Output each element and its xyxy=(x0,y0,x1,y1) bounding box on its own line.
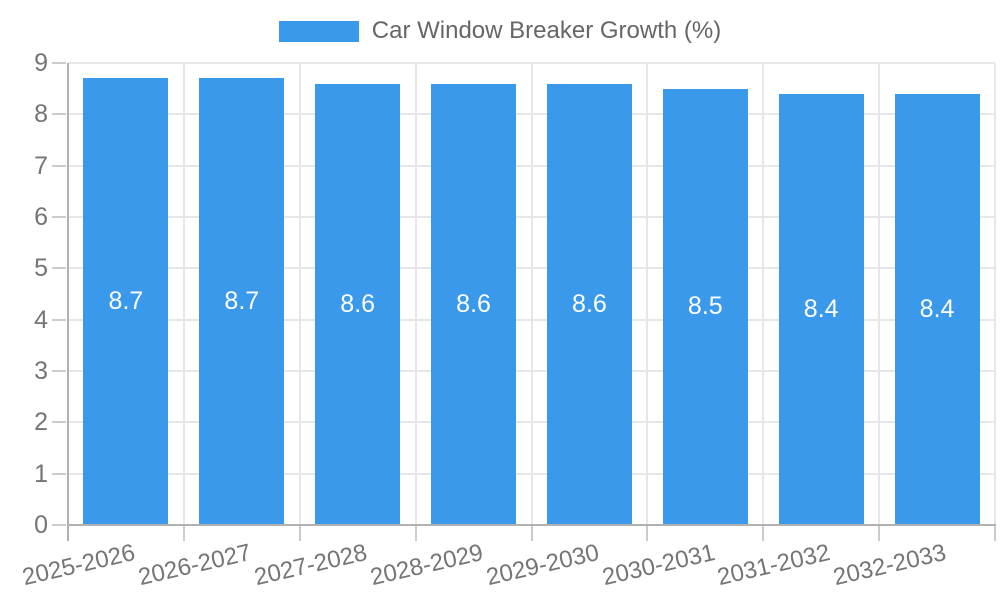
x-axis-tick-label: 2031-2032 xyxy=(715,539,834,592)
y-axis-tick-label: 7 xyxy=(34,151,48,180)
x-gridline xyxy=(878,63,881,525)
bar-value-label: 8.6 xyxy=(340,289,376,318)
x-gridline xyxy=(298,63,301,525)
x-axis-tick-label: 2027-2028 xyxy=(251,539,370,592)
x-axis-tick xyxy=(994,525,996,541)
x-gridline xyxy=(414,63,417,525)
y-axis-tick xyxy=(52,216,66,218)
y-axis-tick-label: 3 xyxy=(34,357,48,385)
x-axis-tick-label: 2026-2027 xyxy=(135,539,254,592)
bar[interactable]: 8.5 xyxy=(662,88,748,525)
y-axis-tick xyxy=(52,164,66,167)
bar[interactable]: 8.6 xyxy=(431,83,517,525)
bar[interactable]: 8.4 xyxy=(894,93,980,525)
x-axis-tick-label: 2028-2029 xyxy=(367,539,486,592)
legend-label: Car Window Breaker Growth (%) xyxy=(371,17,722,44)
x-gridline xyxy=(530,63,533,525)
x-axis-line xyxy=(67,524,996,526)
bar[interactable]: 8.7 xyxy=(83,78,169,525)
y-axis-tick-label: 4 xyxy=(34,305,48,334)
x-axis-tick xyxy=(182,525,185,541)
y-axis-tick xyxy=(52,524,66,526)
x-axis-tick-label: 2025-2026 xyxy=(19,539,138,592)
x-axis-tick xyxy=(762,525,765,541)
bar-value-label: 8.6 xyxy=(572,289,607,318)
y-axis-tick-label: 2 xyxy=(34,408,48,437)
bar-value-label: 8.7 xyxy=(224,287,260,316)
x-gridline xyxy=(646,63,649,525)
y-axis-tick-label: 5 xyxy=(34,254,48,283)
x-gridline xyxy=(762,63,765,525)
y-axis-tick xyxy=(52,318,66,321)
bar[interactable]: 8.7 xyxy=(199,78,285,525)
x-axis-tick xyxy=(878,525,881,541)
y-axis-tick xyxy=(52,472,66,475)
y-axis-line xyxy=(67,63,69,541)
x-axis-tick-label: 2029-2030 xyxy=(483,539,602,592)
bar-value-label: 8.4 xyxy=(919,294,955,323)
x-gridline xyxy=(994,63,996,525)
bar-value-label: 8.7 xyxy=(108,287,144,316)
legend-swatch xyxy=(278,20,359,42)
bar[interactable]: 8.6 xyxy=(546,83,632,525)
x-gridline xyxy=(182,63,185,525)
y-axis-tick-label: 8 xyxy=(34,100,48,129)
y-axis-tick-label: 6 xyxy=(34,203,48,231)
x-axis-tick-label: 2030-2031 xyxy=(599,539,718,592)
bar[interactable]: 8.6 xyxy=(315,83,401,525)
x-axis-tick-label: 2032-2033 xyxy=(830,539,949,592)
x-axis-tick xyxy=(530,525,533,541)
bar-value-label: 8.4 xyxy=(803,294,839,323)
x-axis-tick xyxy=(298,525,301,541)
y-axis-tick xyxy=(52,113,66,116)
bar[interactable]: 8.4 xyxy=(778,93,864,525)
chart-legend-item[interactable]: Car Window Breaker Growth (%) xyxy=(0,16,1000,46)
y-axis-tick-label: 0 xyxy=(34,511,48,539)
y-axis-tick xyxy=(52,370,66,372)
y-axis-tick-label: 9 xyxy=(34,49,48,77)
y-axis-tick xyxy=(52,62,66,64)
bar-value-label: 8.5 xyxy=(687,292,723,321)
y-axis-tick-label: 1 xyxy=(34,459,48,488)
x-axis-tick xyxy=(414,525,417,541)
y-axis-tick xyxy=(52,421,66,424)
y-axis-tick xyxy=(52,267,66,270)
x-axis-tick xyxy=(646,525,649,541)
bar-value-label: 8.6 xyxy=(456,289,491,318)
